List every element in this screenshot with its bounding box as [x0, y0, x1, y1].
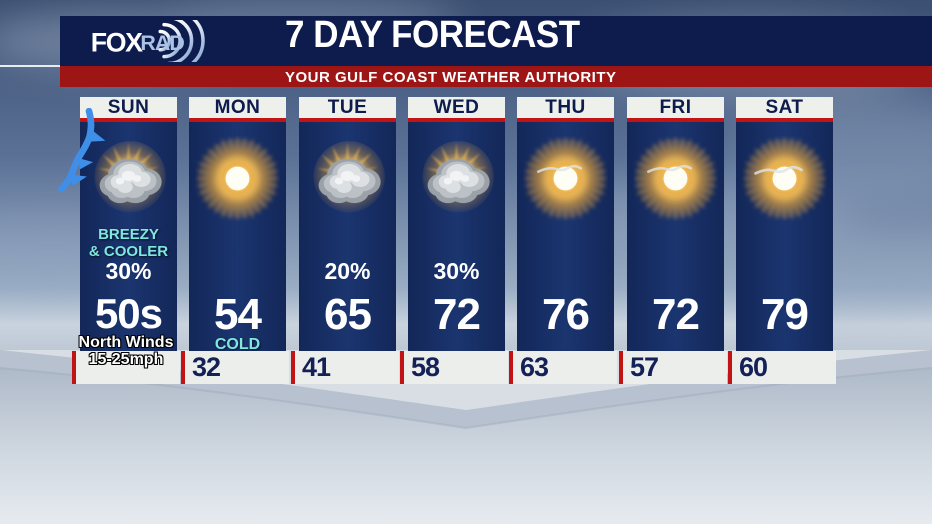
svg-text:RAD: RAD: [140, 31, 184, 55]
svg-text:FOX: FOX: [91, 27, 143, 57]
